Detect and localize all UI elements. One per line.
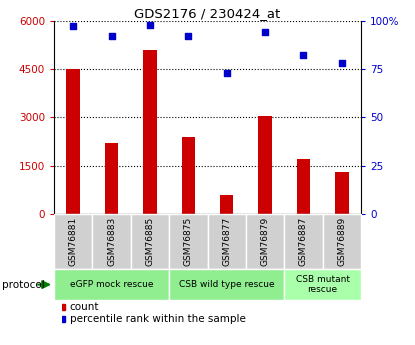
- Point: [223, 70, 230, 76]
- Point: [262, 30, 269, 35]
- Bar: [105, 143, 118, 214]
- Bar: [93, 214, 131, 269]
- Text: GSM76877: GSM76877: [222, 217, 231, 266]
- Text: count: count: [69, 303, 99, 312]
- Bar: [169, 269, 284, 300]
- Bar: [335, 172, 349, 214]
- Bar: [208, 214, 246, 269]
- Text: GSM76885: GSM76885: [145, 217, 154, 266]
- Text: protocol: protocol: [2, 280, 45, 289]
- Text: GSM76889: GSM76889: [337, 217, 347, 266]
- Point: [108, 33, 115, 39]
- Bar: [131, 214, 169, 269]
- Bar: [66, 69, 80, 214]
- Text: CSB mutant
rescue: CSB mutant rescue: [295, 275, 350, 294]
- Text: GSM76875: GSM76875: [184, 217, 193, 266]
- Title: GDS2176 / 230424_at: GDS2176 / 230424_at: [134, 7, 281, 20]
- Text: GSM76883: GSM76883: [107, 217, 116, 266]
- Bar: [169, 214, 208, 269]
- Text: GSM76879: GSM76879: [261, 217, 270, 266]
- Point: [185, 33, 192, 39]
- Bar: [284, 214, 323, 269]
- Bar: [297, 159, 310, 214]
- Bar: [246, 214, 284, 269]
- Bar: [143, 50, 156, 214]
- Bar: [54, 269, 169, 300]
- Point: [146, 22, 153, 27]
- Text: GSM76887: GSM76887: [299, 217, 308, 266]
- Bar: [259, 116, 272, 214]
- Bar: [284, 269, 361, 300]
- Bar: [54, 214, 92, 269]
- Text: GSM76881: GSM76881: [68, 217, 78, 266]
- Bar: [182, 137, 195, 214]
- Bar: [220, 195, 233, 214]
- Text: percentile rank within the sample: percentile rank within the sample: [69, 315, 245, 324]
- Point: [70, 24, 76, 29]
- Bar: [323, 214, 361, 269]
- Point: [300, 53, 307, 58]
- Text: eGFP mock rescue: eGFP mock rescue: [70, 280, 153, 289]
- Text: CSB wild type rescue: CSB wild type rescue: [179, 280, 274, 289]
- Point: [339, 60, 345, 66]
